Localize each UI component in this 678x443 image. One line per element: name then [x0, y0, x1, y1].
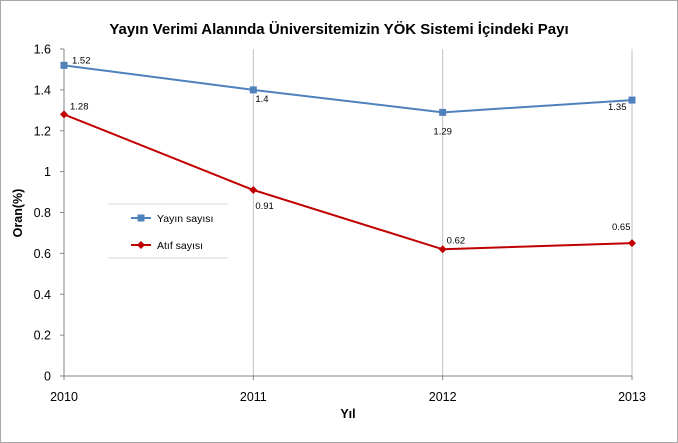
data-label: 1.28: [70, 101, 89, 112]
y-tick-label: 0: [44, 370, 51, 384]
y-tick-label: 0.6: [34, 247, 51, 261]
chart-title: Yayın Verimi Alanında Üniversitemizin YÖ…: [109, 21, 568, 38]
data-point-diamond: [438, 245, 447, 254]
y-axis-title: Oran(%): [11, 189, 25, 238]
y-tick-label: 0.8: [34, 206, 51, 220]
legend-marker-square: [137, 214, 145, 222]
y-tick-label: 0.2: [34, 329, 51, 343]
legend-label: Yayın sayısı: [157, 213, 213, 225]
series-line-1: [63, 64, 633, 114]
data-label: 0.91: [255, 201, 273, 212]
plot-area: 0 0.2 0.4 0.6 0.8 1 1.2 1.4 1.6 2010 2011 2012 2013 1…: [34, 43, 646, 405]
x-tick-label: 2010: [50, 390, 78, 404]
data-label: 1.35: [608, 102, 627, 113]
data-label: 1.4: [255, 94, 268, 105]
data-label: 0.62: [447, 235, 466, 246]
data-label: 1.29: [433, 126, 452, 137]
legend-label: Atıf sayısı: [157, 240, 203, 252]
data-point-diamond: [628, 239, 636, 248]
y-tick-label: 1: [44, 165, 51, 179]
data-label: 0.65: [612, 222, 631, 233]
data-point-diamond: [249, 186, 258, 195]
y-tick-label: 0.4: [34, 288, 51, 302]
y-tick-label: 1.2: [34, 124, 51, 138]
data-point-square: [60, 61, 68, 69]
y-tick-label: 1.4: [34, 83, 51, 97]
x-tick-label: 2012: [429, 390, 457, 404]
legend-marker-diamond: [137, 241, 145, 249]
data-label: 1.52: [72, 55, 91, 66]
data-point-square: [628, 96, 636, 104]
x-axis-title: Yıl: [340, 407, 355, 421]
data-point-square: [249, 86, 257, 94]
y-tick-label: 1.6: [34, 43, 51, 57]
data-point-diamond: [60, 110, 68, 119]
x-tick-label: 2013: [618, 390, 646, 404]
x-tick-label: 2011: [240, 390, 267, 404]
data-point-square: [439, 108, 447, 116]
series-line-2: [63, 113, 633, 251]
